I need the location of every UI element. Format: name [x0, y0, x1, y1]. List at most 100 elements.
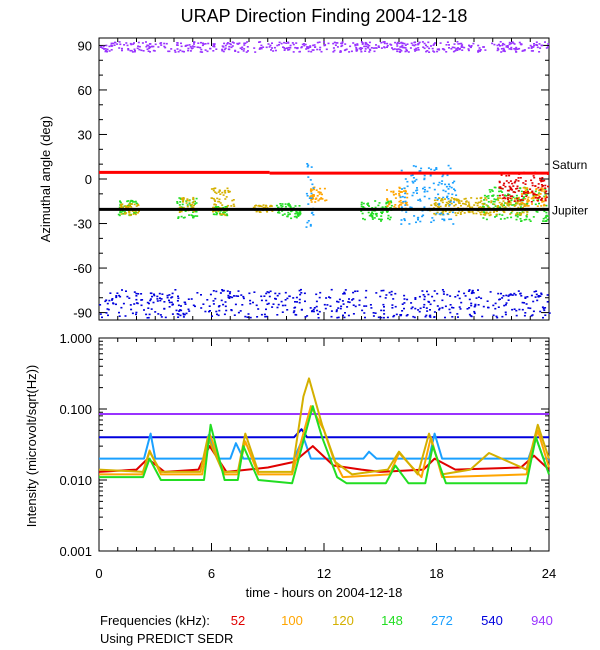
scatter-point [515, 46, 518, 49]
scatter-point [340, 42, 343, 45]
scatter-point [374, 200, 377, 202]
scatter-point [214, 191, 217, 193]
scatter-point [511, 204, 514, 206]
scatter-point [185, 312, 188, 315]
scatter-point [382, 289, 385, 292]
scatter-point [414, 41, 417, 43]
scatter-point [348, 51, 351, 53]
scatter-point [487, 306, 490, 309]
scatter-point [488, 207, 491, 209]
scatter-point [371, 216, 374, 219]
scatter-point [523, 49, 526, 52]
scatter-point [508, 185, 511, 188]
scatter-point [240, 294, 243, 296]
scatter-point [436, 48, 439, 51]
scatter-point [306, 165, 309, 168]
scatter-point [433, 188, 436, 191]
scatter-point [307, 203, 310, 205]
scatter-point [295, 296, 298, 299]
scatter-point [423, 191, 426, 193]
scatter-point [114, 41, 116, 44]
scatter-point [405, 48, 408, 51]
scatter-point [526, 213, 529, 216]
scatter-point [539, 193, 542, 195]
scatter-point [228, 45, 231, 48]
scatter-point [136, 212, 139, 214]
scatter-point [496, 194, 499, 197]
scatter-point [498, 194, 501, 197]
scatter-point [285, 42, 288, 44]
scatter-point [280, 300, 283, 303]
scatter-point [234, 49, 237, 52]
scatter-point [477, 289, 479, 291]
scatter-point [510, 48, 513, 51]
scatter-point [449, 295, 452, 297]
scatter-point [395, 48, 398, 51]
scatter-point [175, 309, 178, 312]
scatter-point [293, 310, 296, 312]
scatter-point [296, 301, 298, 303]
scatter-point [499, 298, 501, 300]
scatter-point [371, 215, 374, 217]
scatter-point [430, 45, 432, 47]
scatter-point [501, 214, 504, 216]
scatter-point [503, 196, 506, 199]
scatter-point [225, 196, 228, 198]
scatter-point [244, 315, 247, 318]
scatter-point [219, 292, 222, 294]
scatter-point [298, 213, 301, 216]
scatter-point [370, 213, 373, 215]
scatter-point [463, 292, 466, 295]
scatter-point [514, 214, 517, 217]
scatter-point [547, 185, 549, 188]
scatter-point [327, 42, 330, 45]
scatter-point [281, 210, 284, 212]
scatter-point [191, 202, 194, 204]
scatter-point [320, 50, 323, 53]
scatter-point [398, 187, 401, 190]
scatter-point [453, 188, 455, 190]
scatter-point [427, 167, 430, 169]
scatter-point [360, 203, 363, 206]
scatter-point [178, 197, 181, 199]
scatter-point [284, 205, 287, 208]
scatter-point [433, 212, 436, 215]
scatter-point [324, 199, 327, 202]
scatter-point [149, 298, 152, 300]
scatter-point [398, 192, 401, 195]
scatter-point [516, 212, 519, 215]
scatter-point [215, 211, 218, 214]
scatter-point [545, 47, 548, 49]
scatter-point [496, 198, 499, 200]
scatter-point [538, 43, 541, 45]
scatter-point [391, 47, 393, 49]
scatter-point [119, 43, 122, 46]
scatter-point [212, 188, 215, 190]
scatter-point [276, 294, 279, 297]
scatter-point [130, 206, 133, 208]
scatter-point [180, 197, 183, 200]
scatter-point [386, 199, 389, 201]
scatter-point [180, 210, 183, 213]
scatter-point [539, 295, 542, 297]
scatter-point [176, 300, 179, 302]
scatter-point [419, 220, 422, 223]
scatter-point [434, 42, 436, 44]
scatter-point [323, 303, 326, 306]
scatter-point [428, 186, 431, 189]
scatter-point [319, 187, 322, 190]
scatter-point [240, 48, 243, 51]
scatter-point [317, 199, 320, 202]
scatter-point [473, 310, 476, 313]
scatter-point [183, 216, 186, 219]
scatter-point [154, 311, 157, 313]
scatter-point [202, 42, 204, 45]
scatter-point [149, 51, 151, 53]
scatter-point [408, 223, 411, 225]
scatter-point [474, 201, 477, 204]
scatter-point [319, 46, 322, 49]
scatter-point [482, 203, 485, 206]
scatter-point [281, 205, 284, 207]
scatter-point [194, 203, 197, 205]
